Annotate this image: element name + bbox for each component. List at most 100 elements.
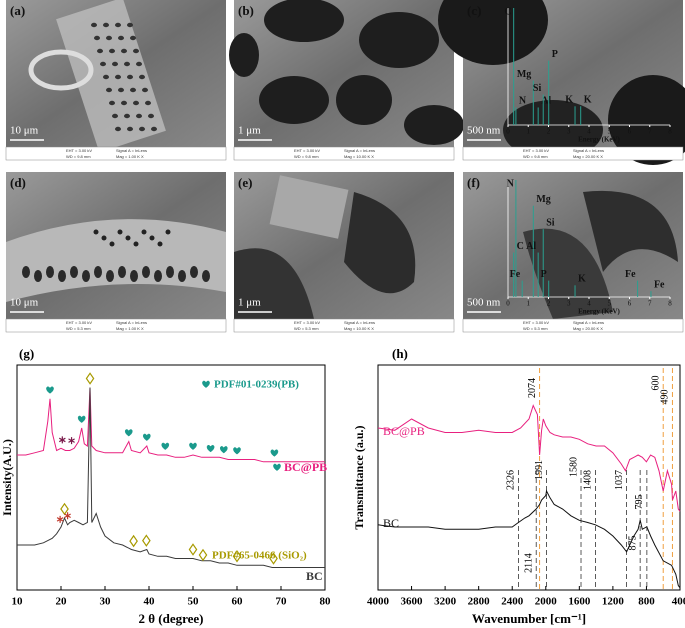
sem-pore <box>130 35 136 41</box>
eds-element: C <box>517 241 524 252</box>
eds-tick-label: 7 <box>648 128 652 136</box>
heart-marker <box>273 463 281 471</box>
sem-pore <box>115 74 121 80</box>
info-text: WD = 5.3 mm <box>66 326 91 331</box>
sem-pore <box>190 266 198 278</box>
peak-label: 1580 <box>568 457 579 477</box>
eds-element: C <box>504 6 511 17</box>
sem-pore <box>139 126 145 132</box>
eds-tick-label: 6 <box>628 128 632 136</box>
eds-element: Mg <box>536 194 550 205</box>
x-tick-label: 30 <box>100 596 112 608</box>
sem-pore <box>133 48 139 54</box>
info-text: WD = 9.8 mm <box>294 154 319 159</box>
eds-element: K <box>565 95 573 106</box>
scale-label: 10 μm <box>10 125 39 137</box>
series-line <box>377 489 681 589</box>
info-bar <box>462 318 684 333</box>
sem-pore <box>151 126 157 132</box>
sem-pore <box>46 266 54 278</box>
panel-label: (d) <box>10 175 26 190</box>
info-text: Signal A = InLens <box>116 148 147 153</box>
x-tick-label: 1600 <box>568 596 591 608</box>
info-bar <box>5 318 227 333</box>
eds-element: N <box>507 178 515 189</box>
sem-pore <box>133 100 139 106</box>
diamond-marker <box>198 548 208 562</box>
info-text: Mag = 10.00 K X <box>344 326 374 331</box>
eds-tick-label: 4 <box>587 128 591 136</box>
heart-marker <box>206 444 215 453</box>
eds-tick-label: 3 <box>567 128 571 136</box>
sem-pore <box>142 87 148 93</box>
series-line <box>17 387 325 568</box>
star-marker <box>56 515 64 523</box>
sem-pore <box>130 87 136 93</box>
info-text: EHT = 3.00 kV <box>294 148 320 153</box>
heart-marker <box>46 386 54 394</box>
sem-pore <box>336 75 392 125</box>
sem-pore <box>93 229 99 235</box>
eds-element: N <box>519 96 527 107</box>
eds-xlabel: Energy (KeV) <box>578 136 620 144</box>
heart-marker <box>124 429 133 437</box>
sem-pore <box>165 229 171 235</box>
sem-pore <box>22 266 30 278</box>
sem-pore <box>82 270 90 282</box>
eds-tick-label: 8 <box>668 300 672 308</box>
peak-label: 795 <box>634 495 645 510</box>
scale-label: 500 nm <box>467 297 501 309</box>
star-marker <box>68 437 75 445</box>
eds-element: Si <box>546 217 555 228</box>
panel-label: (b) <box>238 3 254 18</box>
sem-pore <box>112 113 118 119</box>
sem-pore <box>148 113 154 119</box>
sem-pore <box>142 266 150 278</box>
x-tick-label: 400 <box>672 596 685 608</box>
eds-tick-label: 6 <box>628 300 632 308</box>
info-text: EHT = 3.00 kV <box>523 148 549 153</box>
x-tick-label: 3600 <box>401 596 424 608</box>
sem-pore <box>259 76 329 124</box>
info-text: Signal A = InLens <box>344 148 375 153</box>
info-text: Mag = 10.00 K X <box>344 154 374 159</box>
heart-marker <box>233 447 241 455</box>
eds-xlabel: Energy (KeV) <box>578 308 620 316</box>
eds-element: Al <box>541 96 551 107</box>
x-tick-label: 70 <box>276 596 288 608</box>
eds-element: K <box>584 95 592 106</box>
eds-tick-label: 7 <box>648 300 652 308</box>
info-text: Mag = 20.00 K X <box>573 154 603 159</box>
panel-label: (e) <box>238 175 252 190</box>
peak-label: 875 <box>627 536 638 551</box>
eds-tick-label: 0 <box>506 128 510 136</box>
sem-feature <box>583 190 678 272</box>
x-tick-label: 20 <box>56 596 68 608</box>
eds-tick-label: 5 <box>608 128 612 136</box>
x-tick-label: 4000 <box>367 596 390 608</box>
scale-label: 1 μm <box>238 125 261 137</box>
sem-pore <box>94 35 100 41</box>
sem-pore <box>34 270 42 282</box>
scale-label: 500 nm <box>467 125 501 137</box>
sem-pore <box>100 61 106 67</box>
eds-element: Al <box>526 241 536 252</box>
panel-label: (f) <box>467 175 480 190</box>
info-bar <box>233 318 455 333</box>
eds-element: Fe <box>654 279 665 290</box>
series-label: BC <box>306 569 323 583</box>
sem-pore <box>154 270 162 282</box>
y-axis-label: Transmittance (a.u.) <box>352 425 366 529</box>
diamond-marker <box>269 552 278 565</box>
heart-marker <box>220 446 228 454</box>
plot-frame <box>16 364 326 591</box>
sem-pore <box>136 61 142 67</box>
info-text: EHT = 3.00 kV <box>523 320 549 325</box>
diamond-marker <box>232 549 242 563</box>
sem-feature <box>523 228 613 319</box>
eds-element: Mg <box>517 69 531 80</box>
info-text: Mag = 1.00 K X <box>116 326 144 331</box>
sem-pore <box>106 35 112 41</box>
